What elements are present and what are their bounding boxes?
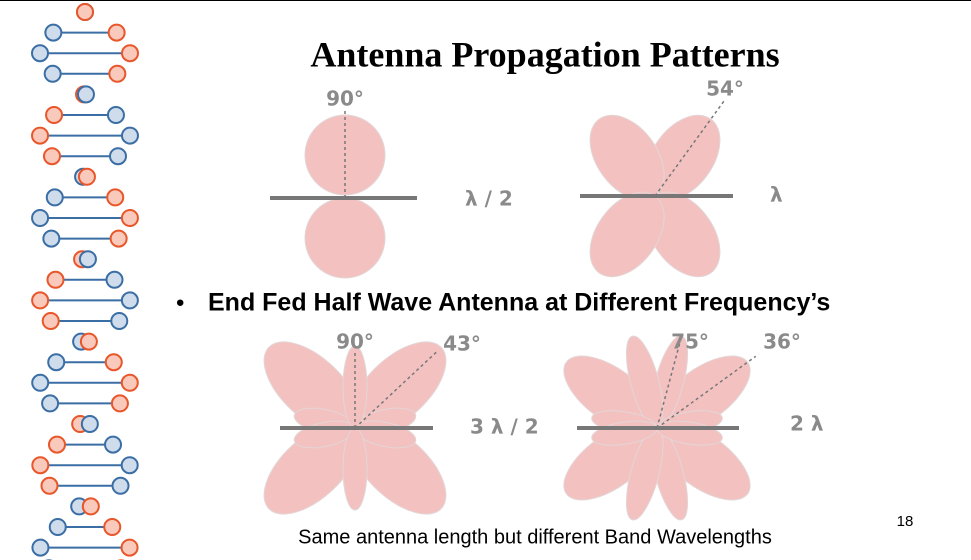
dna-node xyxy=(31,291,50,310)
dna-node xyxy=(43,64,62,83)
angle-line xyxy=(656,355,757,429)
dna-node xyxy=(107,23,126,42)
angle-label: 90° xyxy=(336,330,374,354)
angle-label: 90° xyxy=(326,87,364,111)
dna-node xyxy=(120,291,139,310)
wavelength-label: 3 λ / 2 xyxy=(470,415,539,439)
dna-node xyxy=(42,229,61,248)
dna-node xyxy=(103,518,122,536)
dna-node xyxy=(76,3,94,21)
dna-node xyxy=(120,209,139,227)
dna-node xyxy=(41,312,60,330)
dna-node xyxy=(46,270,65,289)
dna-node xyxy=(31,126,50,145)
wavelength-label: λ / 2 xyxy=(465,187,513,211)
dna-node xyxy=(108,64,127,83)
angle-label: 75° xyxy=(671,330,709,354)
dna-node xyxy=(31,456,50,475)
dna-node xyxy=(31,44,50,63)
dna-node xyxy=(106,106,125,124)
dna-node xyxy=(31,373,50,392)
dna-node xyxy=(79,332,98,351)
dna-node xyxy=(104,435,123,454)
angle-label: 54° xyxy=(706,77,744,101)
dna-node xyxy=(47,435,66,454)
dna-node xyxy=(109,229,128,248)
dna-node xyxy=(41,394,60,413)
dna-node xyxy=(80,415,99,433)
dna-node xyxy=(110,394,129,413)
angle-line xyxy=(354,351,438,429)
angle-label: 36° xyxy=(763,330,801,354)
angle-line xyxy=(656,340,682,429)
dna-node xyxy=(105,270,124,289)
dna-node xyxy=(77,167,96,186)
dna-node xyxy=(120,44,139,63)
dna-node xyxy=(120,538,139,557)
caption: Same antenna length but different Band W… xyxy=(298,526,772,548)
dna-node xyxy=(78,250,97,269)
dna-node xyxy=(45,106,64,124)
title: Antenna Propagation Patterns xyxy=(310,34,779,74)
wavelength-label: 2 λ xyxy=(790,412,824,436)
dna-node xyxy=(110,312,129,330)
dna-node xyxy=(44,23,63,42)
dna-decoration xyxy=(31,3,139,560)
page-number: 18 xyxy=(897,513,914,530)
dna-node xyxy=(47,353,66,372)
wavelength-label: λ xyxy=(770,183,783,207)
lobe xyxy=(304,197,386,279)
dna-node xyxy=(48,518,67,536)
patterns: 90° λ / 2 54° λ 90° 43° 3 λ / 2 75° 36° 2 λ xyxy=(263,77,824,521)
dna-node xyxy=(106,188,125,207)
lobe xyxy=(342,427,368,511)
angle-line xyxy=(654,100,725,197)
dna-node xyxy=(43,147,62,166)
dna-node xyxy=(120,126,139,145)
dna-node xyxy=(104,353,123,372)
bullet-dot: • xyxy=(176,289,184,316)
bullet-text: End Fed Half Wave Antenna at Different F… xyxy=(208,289,830,317)
dna-node xyxy=(45,188,64,207)
angle-label: 43° xyxy=(443,332,481,356)
dna-node xyxy=(108,147,127,166)
dna-node xyxy=(120,373,139,392)
dna-node xyxy=(120,456,139,475)
dna-node xyxy=(81,497,100,516)
dna-node xyxy=(76,85,95,104)
dna-node xyxy=(31,209,50,227)
dna-node xyxy=(40,476,59,495)
dna-node xyxy=(31,538,50,557)
dna-node xyxy=(111,476,130,495)
